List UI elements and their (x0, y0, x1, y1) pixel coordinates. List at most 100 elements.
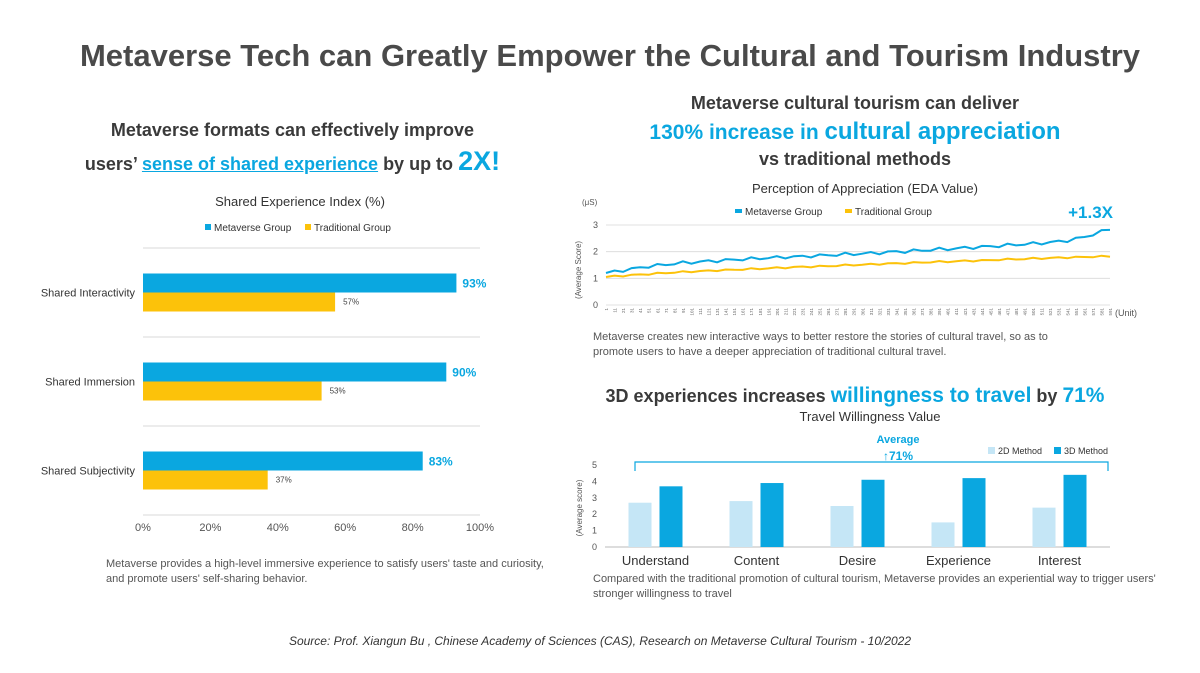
x-tick-label: 571 (1091, 308, 1096, 316)
travel-chart-note: Compared with the traditional promotion … (593, 573, 1156, 600)
chart-title: Shared Experience Index (%) (215, 194, 385, 209)
left-headline-big: 2X! (458, 146, 501, 176)
y-tick-label: 5 (592, 460, 597, 470)
x-tick-label: 31 (630, 308, 635, 314)
y-tick-label: 2 (592, 509, 597, 519)
x-tick-label: 181 (758, 308, 763, 316)
legend-label: Metaverse Group (745, 207, 823, 218)
chart-title: Perception of Appreciation (EDA Value) (752, 181, 978, 196)
legend-label: 2D Method (998, 446, 1042, 456)
chart-grid: 0 1 2 3 (593, 220, 1110, 310)
x-tick-label: 151 (732, 308, 737, 316)
travel-headline: 3D experiences increases willingness to … (560, 384, 1150, 408)
bar (628, 502, 652, 547)
chart-title: Travel Willingness Value (800, 409, 941, 424)
x-tick-label: 281 (843, 308, 848, 316)
right-headline-highlight: cultural appreciation (824, 118, 1061, 145)
x-tick-label: 451 (988, 308, 993, 316)
bar (760, 483, 784, 547)
chart-legend: 2D Method 3D Method (988, 446, 1108, 456)
bar (861, 479, 885, 547)
x-tick-label: 531 (1057, 308, 1062, 316)
x-tick-label: 191 (766, 308, 771, 316)
chart-legend: Metaverse Group Traditional Group (735, 207, 932, 218)
travel-headline-pct: 71% (1062, 384, 1105, 407)
x-tick-label: 271 (835, 308, 840, 316)
x-tick-label: 491 (1023, 308, 1028, 316)
bar (1032, 507, 1056, 547)
legend-swatch (1054, 447, 1061, 454)
x-tick-label: 171 (749, 308, 754, 316)
legend-label: Metaverse Group (214, 223, 292, 234)
right-headline-line2: 130% increase in cultural appreciation (560, 118, 1150, 146)
x-tick-label: 431 (971, 308, 976, 316)
x-tick-label: 231 (801, 308, 806, 316)
chart-category-labels: Shared Interactivity Shared Immersion Shar… (41, 288, 136, 478)
bar (143, 381, 322, 401)
average-bracket (634, 461, 1109, 471)
x-tick-label: 421 (963, 308, 968, 316)
x-tick-label: 141 (724, 308, 729, 316)
bar (143, 451, 423, 471)
x-tick-label: 131 (715, 308, 720, 316)
category-label: Understand (622, 553, 689, 568)
x-tick-label: 121 (707, 308, 712, 316)
x-tick-label: 21 (621, 308, 626, 314)
x-tick-label: 561 (1082, 308, 1087, 316)
x-tick-label: 221 (792, 308, 797, 316)
data-label: 37% (276, 476, 292, 485)
legend-label: Traditional Group (855, 207, 932, 218)
travel-headline-highlight: willingness to travel (830, 384, 1032, 407)
x-tick-label: 80% (402, 522, 424, 534)
series-line (605, 254, 1111, 278)
travel-headline-pre: 3D experiences increases (605, 386, 831, 406)
x-tick-label: 471 (1006, 308, 1011, 316)
category-label: Desire (839, 553, 877, 568)
x-tick-label: 261 (826, 308, 831, 316)
right-headline-line1: Metaverse cultural tourism can deliver (690, 93, 1020, 113)
x-tick-label: 551 (1074, 308, 1079, 316)
average-value: ↑71% (883, 449, 913, 463)
x-tick-label: 211 (783, 308, 788, 316)
y-tick-label: 3 (592, 493, 597, 503)
category-label: Experience (926, 553, 991, 568)
x-unit-label: (Unit) (1115, 308, 1137, 318)
x-tick-label: 201 (775, 308, 780, 316)
right-headline-line3: vs traditional methods (758, 149, 952, 169)
left-headline-pre: users’ (84, 154, 142, 174)
x-tick-label: 71 (664, 308, 669, 314)
shared-experience-chart: Shared Experience Index (%) Metaverse Gr… (41, 194, 494, 534)
bar (830, 506, 854, 547)
x-tick-label: 581 (1100, 308, 1105, 316)
category-label: Shared Subjectivity (41, 466, 136, 478)
x-tick-label: 541 (1065, 308, 1070, 316)
y-tick-label: 0 (593, 300, 598, 310)
x-tick-label: 411 (954, 308, 959, 316)
travel-willingness-chart: Travel Willingness Value (Average score)… (575, 409, 1110, 568)
x-tick-label: 371 (920, 308, 925, 316)
y-tick-label: 1 (593, 273, 598, 283)
chart-x-ticks: 0% 20% 40% 60% 80% 100% (135, 522, 494, 534)
line-chart-note: Metaverse creates new interactive ways t… (593, 331, 1048, 358)
legend-swatch (735, 209, 742, 213)
data-label: 83% (429, 455, 453, 469)
legend-label: 3D Method (1064, 446, 1108, 456)
legend-swatch (305, 224, 311, 230)
data-label: 90% (452, 366, 476, 380)
x-tick-label: 41 (638, 308, 643, 314)
bar (1063, 474, 1087, 547)
x-tick-label: 0% (135, 522, 151, 534)
chart-grid (143, 247, 480, 516)
x-tick-label: 361 (912, 308, 917, 316)
left-chart-note: Metaverse provides a high-level immersiv… (106, 558, 544, 585)
chart-bars (628, 474, 1087, 547)
chart-category-labels: Understand Content Desire Experience Interes… (622, 553, 1082, 568)
x-tick-label: 61 (655, 308, 660, 314)
bar (143, 273, 457, 293)
legend-label: Traditional Group (314, 223, 391, 234)
y-tick-label: 1 (592, 526, 597, 536)
x-tick-label: 441 (980, 308, 985, 316)
x-tick-label: 40% (267, 522, 289, 534)
source-citation: Source: Prof. Xiangun Bu , Chinese Acade… (288, 634, 912, 648)
legend-swatch (988, 447, 995, 454)
